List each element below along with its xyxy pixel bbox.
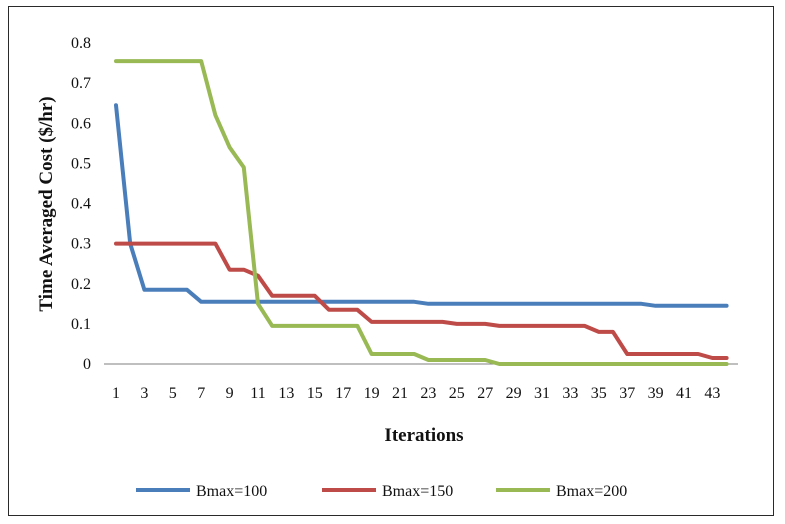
x-tick-label: 15 (307, 385, 323, 402)
x-tick-label: 17 (335, 385, 351, 402)
x-tick-label: 23 (420, 385, 436, 402)
y-tick-label: 0.3 (71, 236, 91, 253)
y-tick-labels: 0 0.1 0.2 0.3 0.4 0.5 0.6 0.7 0.8 (71, 35, 91, 373)
x-tick-label: 43 (704, 385, 720, 402)
x-tick-label: 1 (112, 385, 120, 402)
series-line-1 (114, 103, 729, 308)
x-tick-label: 7 (197, 385, 205, 402)
x-tick-label: 29 (506, 385, 522, 402)
x-tick-label: 33 (562, 385, 578, 402)
x-tick-label: 25 (449, 385, 465, 402)
x-tick-labels: 1 3 5 7 9 11 13 15 17 19 21 23 25 27 29 31 33 35 37 39 41 43 (112, 385, 720, 402)
y-tick-label: 0.7 (71, 75, 91, 92)
x-tick-label: 19 (364, 385, 380, 402)
x-tick-label: 37 (619, 385, 635, 402)
series-lines (114, 59, 729, 366)
x-tick-label: 39 (648, 385, 664, 402)
y-axis-title: Time Averaged Cost ($/hr) (36, 96, 57, 311)
y-tick-label: 0 (83, 356, 91, 373)
x-tick-label: 27 (477, 385, 493, 402)
series-line-2 (114, 241, 729, 360)
x-tick-label: 41 (676, 385, 692, 402)
y-tick-label: 0.2 (71, 276, 91, 293)
legend-label: Bmax=100 (196, 483, 267, 500)
y-tick-label: 0.4 (71, 196, 91, 213)
x-tick-label: 3 (140, 385, 148, 402)
series-line-3 (114, 59, 729, 366)
x-tick-label: 5 (169, 385, 177, 402)
y-tick-label: 0.5 (71, 155, 91, 172)
y-tick-label: 0.1 (71, 316, 91, 333)
y-tick-label: 0.8 (71, 35, 91, 52)
x-axis-title: Iterations (384, 425, 463, 446)
y-tick-label: 0.6 (71, 115, 91, 132)
legend-label: Bmax=150 (382, 483, 453, 500)
x-tick-label: 13 (278, 385, 294, 402)
x-tick-label: 21 (392, 385, 408, 402)
x-tick-label: 35 (591, 385, 607, 402)
x-tick-label: 9 (226, 385, 234, 402)
legend-label: Bmax=200 (556, 483, 627, 500)
x-tick-label: 31 (534, 385, 550, 402)
legend: Bmax=100 Bmax=150 Bmax=200 (136, 483, 627, 500)
x-tick-label: 11 (250, 385, 265, 402)
